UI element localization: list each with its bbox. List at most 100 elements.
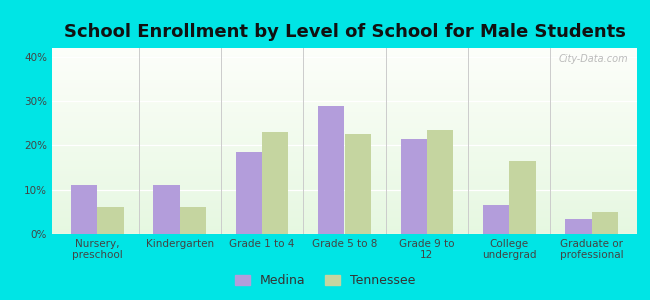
Bar (52, 183, 637, 184)
Bar (52, 110, 637, 111)
Bar (52, 209, 637, 210)
Bar (52, 95, 637, 96)
Bar (52, 84, 637, 85)
Bar (52, 128, 637, 129)
Bar (52, 168, 637, 169)
Bar (52, 146, 637, 147)
Bar (52, 80, 637, 82)
Bar (52, 173, 637, 175)
Bar (52, 178, 637, 179)
Bar (153, 185, 179, 234)
Bar (52, 170, 637, 171)
Bar (52, 80, 637, 81)
Bar (52, 124, 637, 125)
Legend: Medina, Tennessee: Medina, Tennessee (231, 270, 419, 291)
Bar (71, 185, 97, 234)
Bar (52, 73, 637, 74)
Bar (52, 58, 637, 59)
Bar (52, 129, 637, 130)
Bar (52, 127, 637, 128)
Bar (52, 225, 637, 226)
Bar (400, 139, 427, 234)
Bar (52, 82, 637, 83)
Bar (52, 122, 637, 123)
Bar (52, 167, 637, 168)
Bar (52, 106, 637, 107)
Bar (52, 145, 637, 146)
Bar (52, 78, 637, 79)
Bar (52, 233, 637, 234)
Bar (52, 92, 637, 93)
Bar (52, 116, 637, 117)
Bar (52, 171, 637, 172)
Bar (52, 198, 637, 199)
Bar (52, 220, 637, 221)
Bar (52, 231, 637, 232)
Bar (52, 187, 637, 188)
Bar (52, 123, 637, 124)
Bar (52, 64, 637, 65)
Bar (52, 155, 637, 156)
Bar (318, 106, 344, 234)
Bar (52, 136, 637, 137)
Bar (179, 207, 206, 234)
Bar (566, 218, 592, 234)
Bar (52, 55, 637, 56)
Bar (52, 88, 637, 89)
Bar (52, 113, 637, 114)
Bar (510, 161, 536, 234)
Bar (52, 185, 637, 186)
Bar (262, 132, 289, 234)
Bar (52, 115, 637, 116)
Bar (52, 107, 637, 109)
Bar (52, 69, 637, 70)
Bar (52, 63, 637, 64)
Bar (52, 176, 637, 177)
Bar (52, 82, 637, 83)
Bar (52, 142, 637, 143)
Bar (52, 165, 637, 166)
Bar (592, 212, 618, 234)
Bar (52, 118, 637, 119)
Bar (483, 205, 510, 234)
Bar (52, 76, 637, 77)
Bar (52, 121, 637, 122)
Bar (52, 216, 637, 217)
Bar (52, 111, 637, 112)
Bar (52, 138, 637, 139)
Bar (52, 71, 637, 72)
Bar (52, 77, 637, 78)
Bar (344, 134, 371, 234)
Bar (52, 228, 637, 229)
Bar (52, 211, 637, 212)
Bar (52, 70, 637, 71)
Bar (52, 190, 637, 191)
Bar (52, 200, 637, 202)
Bar (52, 133, 637, 134)
Bar (52, 215, 637, 216)
Bar (52, 49, 637, 50)
Bar (52, 150, 637, 151)
Bar (52, 151, 637, 152)
Bar (52, 181, 637, 182)
Bar (52, 52, 637, 53)
Bar (52, 160, 637, 161)
Bar (52, 87, 637, 88)
Bar (52, 83, 637, 84)
Bar (52, 103, 637, 104)
Bar (52, 98, 637, 99)
Bar (52, 154, 637, 155)
Bar (98, 207, 124, 234)
Bar (52, 188, 637, 189)
Bar (52, 48, 637, 49)
Bar (52, 134, 637, 135)
Bar (52, 210, 637, 211)
Bar (52, 224, 637, 225)
Bar (52, 202, 637, 203)
Bar (52, 212, 637, 213)
Bar (52, 89, 637, 90)
Title: School Enrollment by Level of School for Male Students: School Enrollment by Level of School for… (64, 23, 625, 41)
Bar (52, 204, 637, 205)
Bar (52, 68, 637, 69)
Bar (52, 99, 637, 100)
